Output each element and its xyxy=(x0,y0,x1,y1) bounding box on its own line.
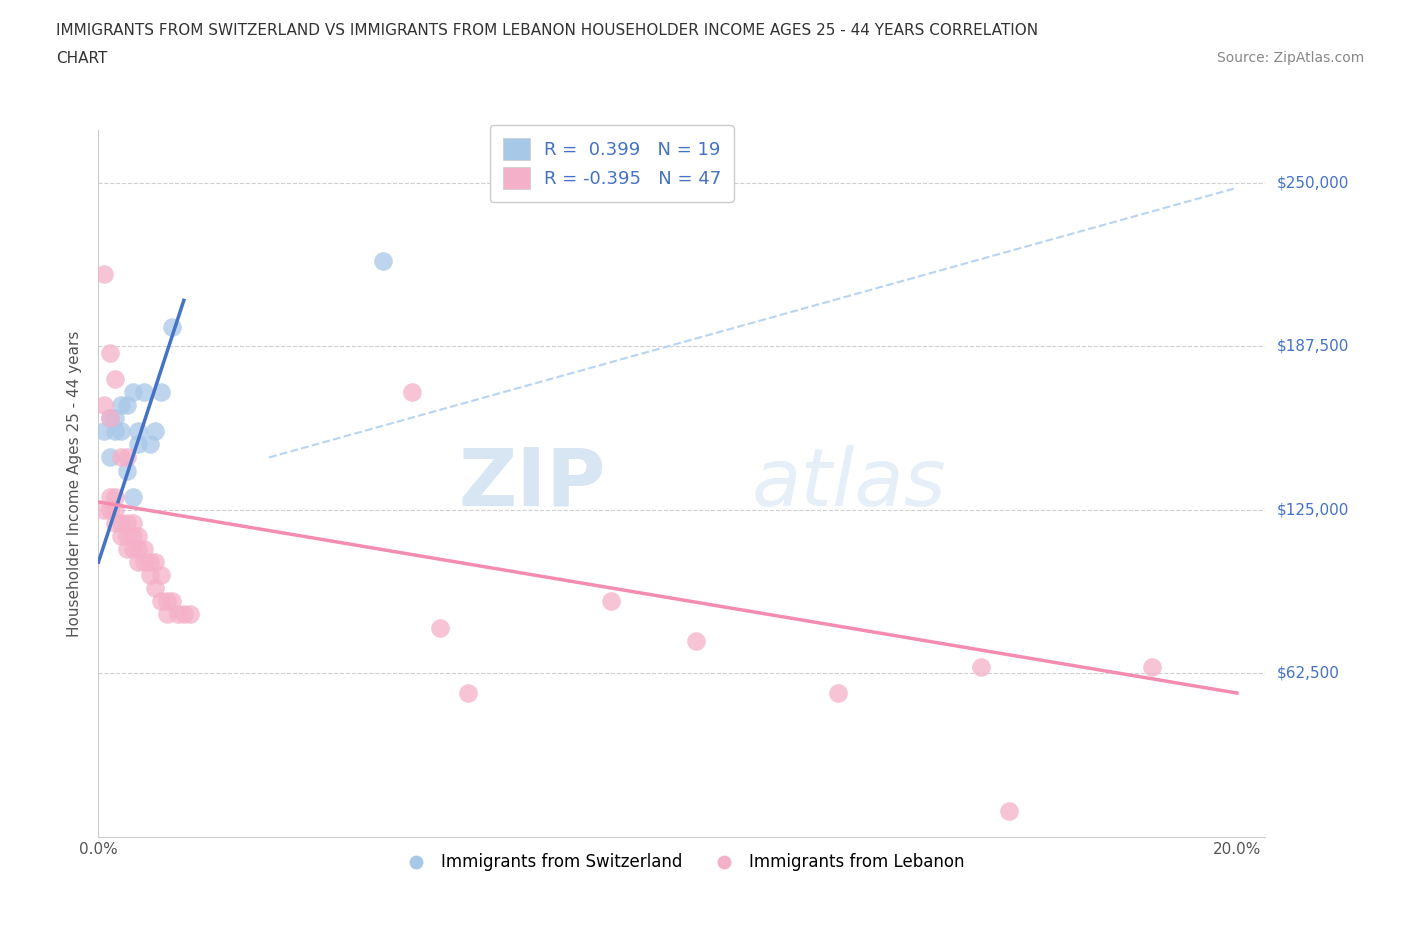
Point xyxy=(115,450,138,465)
Point xyxy=(162,319,184,334)
Point xyxy=(110,528,132,543)
Y-axis label: Householder Income Ages 25 - 44 years: Householder Income Ages 25 - 44 years xyxy=(67,330,83,637)
Text: IMMIGRANTS FROM SWITZERLAND VS IMMIGRANTS FROM LEBANON HOUSEHOLDER INCOME AGES 2: IMMIGRANTS FROM SWITZERLAND VS IMMIGRANT… xyxy=(56,23,1039,38)
Point xyxy=(98,502,121,517)
Point xyxy=(132,384,155,399)
Point xyxy=(827,685,849,700)
Point xyxy=(143,554,166,569)
Point xyxy=(121,515,143,530)
Point xyxy=(93,424,115,439)
Point xyxy=(401,384,423,399)
Text: $62,500: $62,500 xyxy=(1277,666,1340,681)
Point xyxy=(127,541,149,556)
Point xyxy=(156,594,179,609)
Point xyxy=(173,607,195,622)
Point xyxy=(132,541,155,556)
Point xyxy=(104,411,127,426)
Text: ZIP: ZIP xyxy=(458,445,606,523)
Point xyxy=(457,685,479,700)
Point xyxy=(104,424,127,439)
Point xyxy=(104,502,127,517)
Point xyxy=(156,607,179,622)
Legend: Immigrants from Switzerland, Immigrants from Lebanon: Immigrants from Switzerland, Immigrants … xyxy=(392,847,972,878)
Point xyxy=(150,594,173,609)
Point xyxy=(150,568,173,583)
Point xyxy=(98,489,121,504)
Point xyxy=(110,424,132,439)
Point xyxy=(93,502,115,517)
Text: CHART: CHART xyxy=(56,51,108,66)
Point xyxy=(127,437,149,452)
Point xyxy=(1140,659,1163,674)
Point xyxy=(98,345,121,360)
Point xyxy=(93,267,115,282)
Point xyxy=(104,515,127,530)
Point xyxy=(104,489,127,504)
Point xyxy=(167,607,190,622)
Point xyxy=(115,398,138,413)
Point xyxy=(121,384,143,399)
Text: atlas: atlas xyxy=(752,445,946,523)
Point xyxy=(179,607,201,622)
Point xyxy=(127,528,149,543)
Point xyxy=(121,541,143,556)
Point xyxy=(110,515,132,530)
Point xyxy=(104,371,127,386)
Point xyxy=(98,411,121,426)
Text: $187,500: $187,500 xyxy=(1277,339,1348,353)
Point xyxy=(143,424,166,439)
Point xyxy=(121,489,143,504)
Point xyxy=(429,620,451,635)
Point xyxy=(162,594,184,609)
Point xyxy=(371,254,394,269)
Point xyxy=(115,528,138,543)
Point xyxy=(110,450,132,465)
Point xyxy=(138,568,160,583)
Text: $250,000: $250,000 xyxy=(1277,175,1348,190)
Point xyxy=(115,541,138,556)
Point xyxy=(98,450,121,465)
Point xyxy=(121,528,143,543)
Point xyxy=(115,463,138,478)
Point xyxy=(127,424,149,439)
Text: $125,000: $125,000 xyxy=(1277,502,1348,517)
Point xyxy=(599,594,621,609)
Point xyxy=(110,398,132,413)
Point xyxy=(98,411,121,426)
Point xyxy=(150,384,173,399)
Point xyxy=(132,554,155,569)
Text: Source: ZipAtlas.com: Source: ZipAtlas.com xyxy=(1216,51,1364,65)
Point xyxy=(93,398,115,413)
Point xyxy=(970,659,993,674)
Point xyxy=(127,554,149,569)
Point xyxy=(138,554,160,569)
Point xyxy=(143,581,166,596)
Point xyxy=(115,515,138,530)
Point xyxy=(998,804,1021,818)
Point xyxy=(138,437,160,452)
Point xyxy=(685,633,707,648)
